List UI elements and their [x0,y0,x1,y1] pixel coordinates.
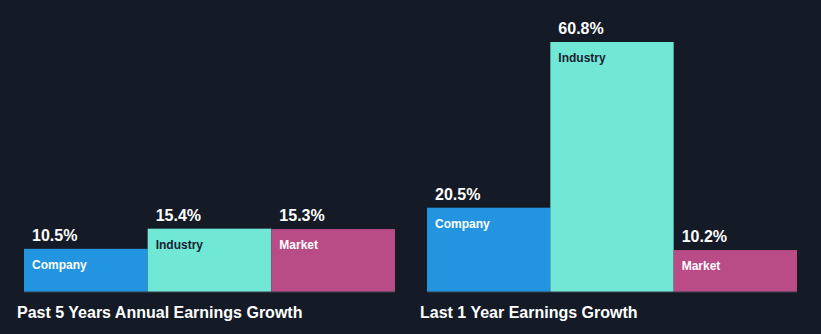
background [0,0,821,334]
bars [24,229,395,292]
bars [427,42,797,292]
title: Last 1 Year Earnings Growth [420,304,638,321]
category-label: Market [682,259,721,273]
data-label: 10.2% [682,228,727,245]
bar [271,229,395,292]
chart: 10.5% Company 15.4% Industry 15.3% Market Past… [0,0,821,334]
labels: 10.5% Company 15.4% Industry 15.3% Market [32,207,325,272]
category-label: Industry [558,51,606,65]
bar [674,250,797,292]
bar [550,42,673,292]
data-label: 20.5% [435,186,480,203]
category-label: Industry [156,238,204,252]
data-label: 15.4% [156,207,201,224]
category-label: Market [279,238,318,252]
baseline [24,292,395,293]
bar [427,208,550,292]
panel: 10.5% Company 15.4% Industry 15.3% Market Past… [17,207,395,321]
bar [24,249,148,292]
data-label: 60.8% [558,20,603,37]
title: Past 5 Years Annual Earnings Growth [17,304,302,321]
panel: 20.5% Company 60.8% Industry 10.2% Market Last… [420,20,797,321]
bar [148,229,272,292]
baseline [427,292,797,293]
labels: 20.5% Company 60.8% Industry 10.2% Market [435,20,727,273]
data-label: 10.5% [32,227,77,244]
category-label: Company [32,258,87,272]
category-label: Company [435,217,490,231]
data-label: 15.3% [279,207,324,224]
